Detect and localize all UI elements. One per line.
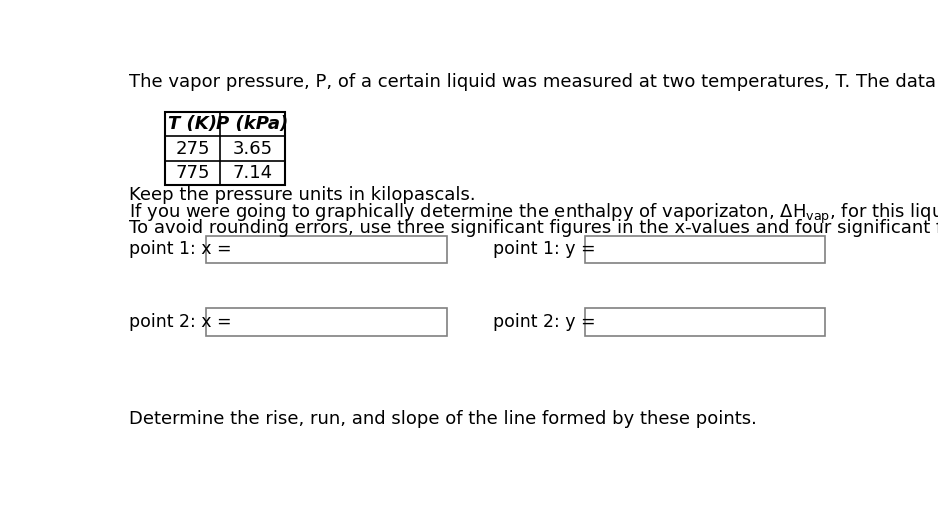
Text: Determine the rise, run, and slope of the line formed by these points.: Determine the rise, run, and slope of th… <box>129 409 757 428</box>
Text: point 2: y =: point 2: y = <box>493 313 596 331</box>
Text: To avoid rounding errors, use three significant figures in the x-values and four: To avoid rounding errors, use three sign… <box>129 218 938 237</box>
Bar <box>584 236 825 263</box>
Text: 275: 275 <box>175 140 210 158</box>
Bar <box>206 236 446 263</box>
Bar <box>206 308 446 336</box>
Text: T (K): T (K) <box>168 115 217 133</box>
Text: point 1: y =: point 1: y = <box>493 240 596 258</box>
Text: 7.14: 7.14 <box>233 164 273 182</box>
Text: P (kPa): P (kPa) <box>217 115 289 133</box>
Text: The vapor pressure, P, of a certain liquid was measured at two temperatures, T. : The vapor pressure, P, of a certain liqu… <box>129 73 938 91</box>
Bar <box>165 112 285 185</box>
Bar <box>584 308 825 336</box>
Text: If you were going to graphically determine the enthalpy of vaporizaton, ΔH$_{\ma: If you were going to graphically determi… <box>129 202 938 226</box>
Text: point 2: x =: point 2: x = <box>129 313 232 331</box>
Text: Keep the pressure units in kilopascals.: Keep the pressure units in kilopascals. <box>129 186 476 204</box>
Text: 775: 775 <box>175 164 210 182</box>
Text: 3.65: 3.65 <box>233 140 273 158</box>
Text: point 1: x =: point 1: x = <box>129 240 232 258</box>
